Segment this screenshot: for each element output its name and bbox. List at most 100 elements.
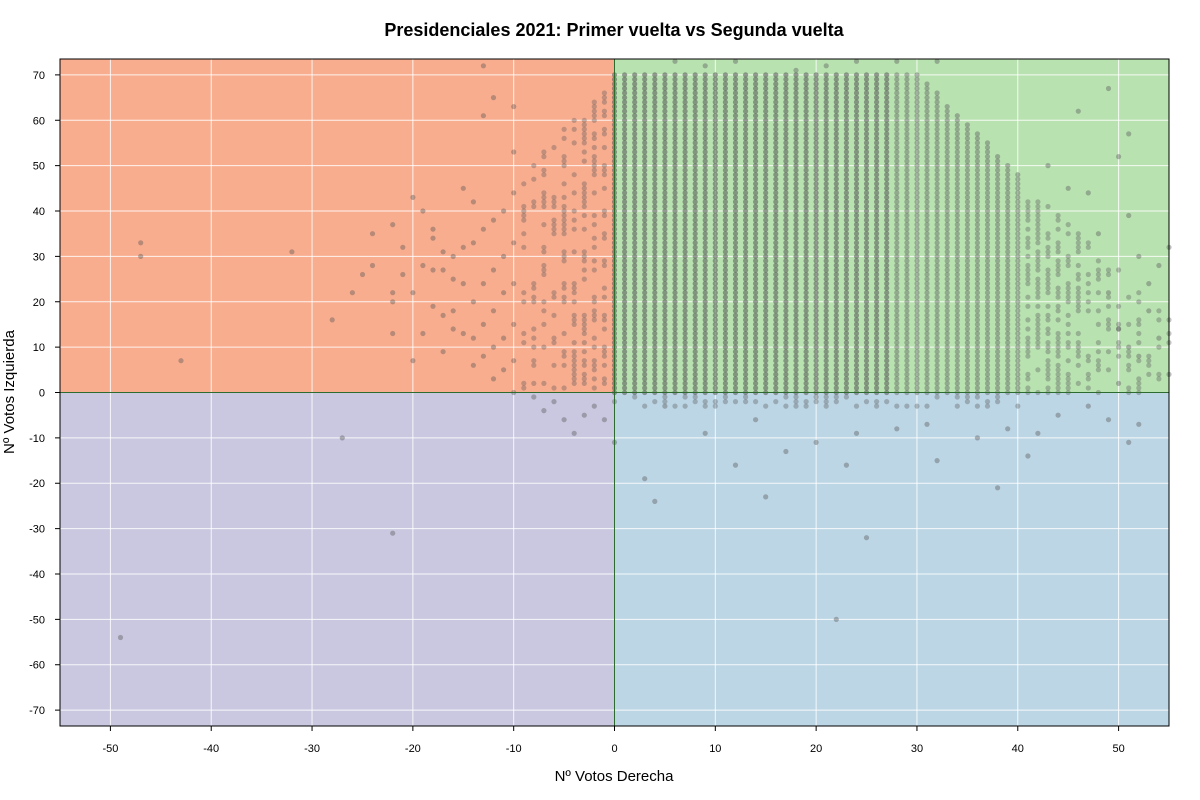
data-point (813, 281, 819, 287)
data-point (863, 267, 870, 273)
data-point (470, 240, 476, 246)
data-point (853, 249, 860, 255)
data-point (894, 135, 900, 141)
data-point (783, 108, 789, 114)
data-point (692, 135, 698, 141)
data-point (632, 308, 638, 314)
data-point (894, 235, 900, 241)
data-point (632, 203, 638, 210)
data-point (884, 226, 890, 232)
data-point (783, 95, 789, 101)
data-point (1085, 385, 1091, 391)
data-point (974, 299, 981, 305)
data-point (763, 194, 769, 200)
data-point (722, 294, 729, 300)
data-point (1015, 321, 1021, 327)
data-point (743, 244, 749, 250)
data-point (793, 262, 799, 269)
data-point (722, 190, 729, 196)
data-point (692, 317, 698, 323)
data-point (803, 85, 809, 92)
data-point (863, 149, 870, 155)
data-point (601, 212, 608, 219)
quadrant-bottom-right (614, 392, 1169, 726)
data-point (662, 294, 668, 300)
data-point (853, 76, 860, 82)
data-point (702, 163, 708, 169)
data-point (732, 235, 739, 241)
data-point (1045, 303, 1051, 309)
data-point (984, 199, 991, 205)
data-point (622, 294, 628, 300)
data-point (783, 235, 789, 241)
data-point (1015, 380, 1021, 386)
data-point (692, 344, 698, 350)
data-point (944, 321, 950, 327)
data-point (662, 399, 668, 405)
data-point (853, 140, 860, 146)
data-point (702, 158, 708, 164)
data-point (763, 135, 769, 141)
data-point (682, 394, 688, 400)
data-point (793, 122, 799, 128)
data-point (884, 267, 890, 273)
data-point (843, 335, 850, 341)
data-point (732, 90, 739, 96)
data-point (1015, 231, 1021, 237)
data-point (732, 231, 739, 237)
data-point (672, 262, 678, 269)
data-point (964, 131, 971, 137)
data-point (1025, 349, 1031, 355)
data-point (652, 176, 658, 182)
data-point (531, 380, 537, 386)
data-point (763, 249, 769, 255)
data-point (1015, 172, 1021, 178)
data-point (863, 340, 870, 346)
data-point (632, 276, 638, 282)
data-point (722, 362, 729, 368)
data-point (904, 194, 910, 200)
data-point (692, 362, 698, 368)
data-point (793, 72, 799, 78)
data-point (944, 126, 950, 132)
data-point (884, 235, 890, 241)
data-point (632, 126, 638, 132)
data-point (1146, 308, 1152, 314)
data-point (894, 321, 900, 327)
x-tick-label: -10 (506, 743, 522, 755)
data-point (1005, 358, 1011, 364)
data-point (743, 340, 749, 346)
data-point (934, 317, 940, 323)
data-point (863, 276, 870, 282)
data-point (682, 380, 688, 386)
data-point (934, 240, 940, 246)
data-point (702, 203, 708, 210)
data-point (591, 222, 597, 228)
data-point (793, 99, 799, 105)
data-point (581, 149, 587, 155)
data-point (944, 249, 950, 255)
data-point (924, 122, 930, 128)
data-point (1035, 290, 1041, 296)
data-point (722, 99, 729, 105)
data-point (632, 149, 638, 155)
data-point (591, 376, 597, 382)
data-point (944, 185, 950, 191)
data-point (662, 90, 668, 96)
data-point (823, 190, 829, 196)
data-point (853, 308, 860, 314)
data-point (662, 394, 668, 400)
data-point (995, 249, 1001, 255)
data-point (944, 258, 950, 264)
data-point (1126, 353, 1132, 359)
data-point (692, 380, 698, 386)
data-point (672, 253, 678, 259)
data-point (662, 231, 668, 237)
data-point (1045, 362, 1051, 368)
data-point (894, 249, 900, 255)
data-point (1005, 281, 1011, 287)
data-point (944, 276, 950, 282)
data-point (984, 403, 991, 409)
data-point (833, 317, 839, 323)
data-point (622, 199, 628, 205)
